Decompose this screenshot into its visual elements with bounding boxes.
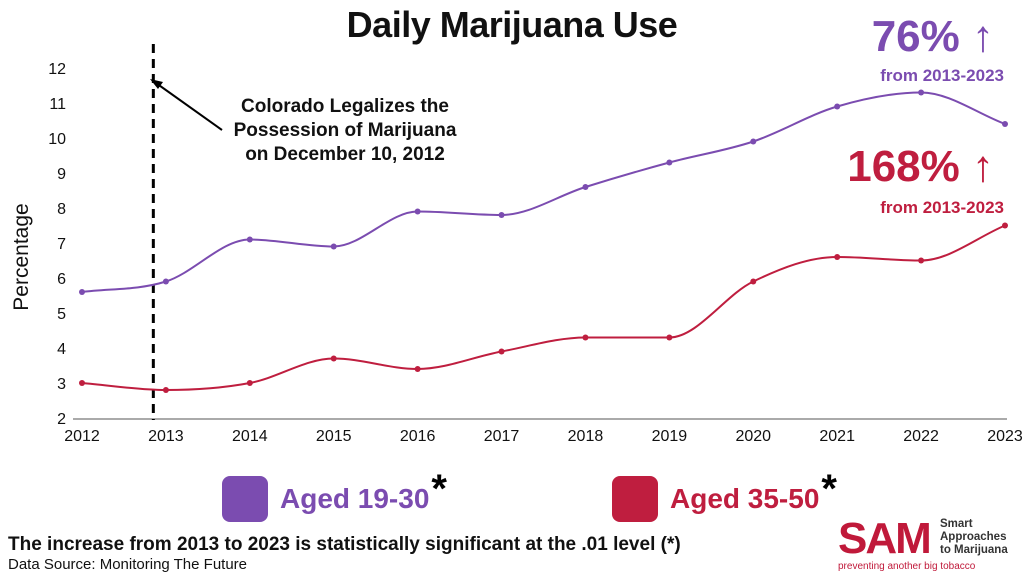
x-tick-label: 2023: [987, 428, 1023, 445]
data-point: [666, 159, 673, 166]
data-point: [498, 212, 505, 218]
logo-tagline: preventing another big tobacco: [838, 561, 976, 572]
x-tick-label: 2022: [903, 428, 939, 445]
x-tick-label: 2017: [484, 428, 520, 445]
data-point: [162, 387, 169, 393]
data-point: [79, 289, 85, 295]
y-tick-label: 3: [57, 376, 66, 393]
annotation-line-1: Colorado Legalizes the: [241, 96, 449, 117]
x-tick-label: 2013: [148, 428, 184, 445]
data-point: [414, 208, 421, 215]
data-point: [918, 89, 925, 96]
x-tick-label: 2014: [232, 428, 268, 445]
data-point: [582, 334, 589, 341]
annotation-line-3: on December 10, 2012: [245, 144, 445, 165]
data-point: [918, 257, 925, 264]
stat-19-30-change: 76% ↑: [871, 12, 994, 61]
stat-19-30-period: from 2013-2023: [880, 66, 1004, 85]
legend-swatch-19-30: [222, 476, 268, 522]
x-tick-label: 2018: [568, 428, 604, 445]
legend-star-19-30: *: [431, 466, 447, 511]
data-point: [750, 278, 757, 285]
y-axis-label: Percentage: [10, 203, 33, 311]
y-tick-label: 10: [48, 131, 66, 148]
legend-item-aged-19-30: Aged 19-30 *: [222, 467, 447, 522]
data-point: [1002, 121, 1008, 127]
data-point: [330, 355, 337, 362]
x-axis-ticks: 2012 2013 2014 2015 2016 2017 2018 2019 2020 2021…: [64, 428, 1023, 445]
legend-swatch-35-50: [612, 476, 658, 522]
x-tick-label: 2020: [735, 428, 771, 445]
data-point: [834, 103, 841, 110]
data-point: [246, 380, 253, 386]
x-tick-label: 2012: [64, 428, 100, 445]
legend-star-35-50: *: [821, 466, 837, 511]
stat-35-50-change: 168% ↑: [847, 142, 994, 191]
legend-label-35-50: Aged 35-50: [670, 483, 820, 514]
y-tick-label: 9: [57, 166, 66, 183]
x-tick-label: 2016: [400, 428, 436, 445]
data-source: Data Source: Monitoring The Future: [8, 556, 248, 573]
significance-footnote: The increase from 2013 to 2023 is statis…: [8, 534, 681, 555]
y-tick-label: 7: [57, 236, 66, 253]
y-tick-label: 4: [57, 341, 66, 358]
y-axis-ticks: 2 3 4 5 6 7 8 9 10 11 12: [48, 61, 66, 428]
legend-item-aged-35-50: Aged 35-50 *: [612, 467, 837, 522]
annotation-arrow: [150, 79, 223, 131]
logo-mark: SAM: [838, 514, 932, 563]
data-point: [414, 366, 421, 372]
data-point: [582, 184, 589, 190]
y-tick-label: 11: [49, 96, 66, 113]
data-point: [498, 348, 505, 355]
series-line: [81, 224, 1006, 392]
legalization-annotation: Colorado Legalizes the Possession of Mar…: [200, 95, 490, 167]
x-tick-label: 2021: [819, 428, 855, 445]
series-line: [81, 91, 1006, 293]
sam-logo: SAM Smart Approaches to Marijuana preven…: [838, 516, 1020, 574]
annotation-line-2: Possession of Marijuana: [233, 120, 457, 141]
chart-title: Daily Marijuana Use: [346, 4, 678, 45]
series-aged-19-30: [79, 89, 1008, 295]
x-tick-label: 2019: [652, 428, 688, 445]
stat-35-50-period: from 2013-2023: [880, 198, 1004, 217]
data-point: [246, 236, 253, 243]
y-tick-label: 5: [57, 306, 66, 323]
logo-name: Smart Approaches to Marijuana: [940, 518, 1008, 556]
data-point: [1002, 222, 1008, 229]
legend-label-19-30: Aged 19-30: [280, 483, 430, 514]
series-aged-35-50: [79, 222, 1008, 393]
data-point: [330, 243, 337, 250]
data-point: [750, 138, 757, 145]
data-point: [666, 334, 673, 341]
y-tick-label: 2: [57, 411, 66, 428]
y-tick-label: 12: [48, 61, 66, 78]
x-tick-label: 2015: [316, 428, 352, 445]
data-point: [162, 278, 169, 285]
data-point: [79, 380, 85, 386]
y-tick-label: 6: [57, 271, 66, 288]
data-point: [834, 254, 841, 260]
y-tick-label: 8: [57, 201, 66, 218]
